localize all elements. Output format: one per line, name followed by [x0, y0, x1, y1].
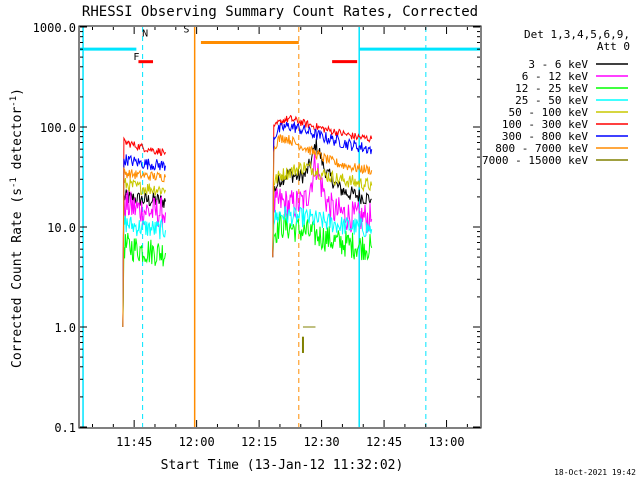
x-tick-label: 13:00: [428, 435, 464, 449]
series-25-50-kev-segment-0: [122, 215, 166, 328]
plot-area: F N S: [80, 25, 480, 427]
series-12-25-kev-segment-0: [122, 233, 166, 328]
series-100-300-kev-segment-0: [122, 136, 166, 328]
legend-header-detectors: Det 1,3,4,5,6,9,: [524, 28, 630, 41]
series-12-25-kev-segment-1: [272, 212, 373, 261]
series-300-800-kev-segment-0: [122, 154, 166, 328]
y-axis-label-main: Corrected Count Rate (s: [10, 188, 25, 368]
y-axis-label-end: ): [10, 88, 25, 96]
series-300-800-kev-segment-1: [272, 120, 373, 258]
y-tick-label: 10.0: [47, 221, 76, 235]
x-tick-label: 12:45: [366, 435, 402, 449]
series-3-6-kev-segment-0: [122, 189, 166, 328]
legend-label-25-50-kev: 25 - 50 keV: [515, 94, 588, 107]
x-tick-label: 12:30: [304, 435, 340, 449]
y-tick-label: 100.0: [40, 121, 76, 135]
saa-flag-label: S: [183, 25, 189, 36]
series-25-50-kev-segment-1: [272, 206, 373, 258]
y-tick-label: 0.1: [54, 421, 76, 435]
x-axis-label: Start Time (13-Jan-12 11:32:02): [161, 458, 404, 473]
series-800-7000-kev-segment-1: [272, 133, 373, 258]
series-800-7000-kev-segment-0: [122, 166, 166, 328]
footer-timestamp: 18-Oct-2021 19:42: [554, 468, 636, 477]
series-50-100-kev-segment-0: [122, 178, 166, 328]
y-axis-label-exp2: -1: [9, 96, 19, 107]
legend-header-attenuator: Att 0: [597, 40, 630, 53]
y-tick-label: 1000.0: [33, 21, 76, 35]
flare-flag-label: F: [133, 52, 139, 63]
night-flag-label: N: [142, 29, 148, 40]
legend-label-800-7000-kev: 800 - 7000 keV: [495, 142, 588, 155]
chart-title: RHESSI Observing Summary Count Rates, Co…: [82, 4, 478, 20]
legend-label-7000-15000-kev: 7000 - 15000 keV: [482, 154, 588, 167]
legend-label-300-800-kev: 300 - 800 keV: [502, 130, 588, 143]
legend-label-50-100-kev: 50 - 100 keV: [509, 106, 589, 119]
y-tick-label: 1.0: [54, 321, 76, 335]
legend-label-3-6-kev: 3 - 6 keV: [528, 58, 588, 71]
x-tick-label: 11:45: [116, 435, 152, 449]
legend-label-6-12-kev: 6 - 12 keV: [522, 70, 589, 83]
y-axis-label: Corrected Count Rate (s-1 detector-1): [9, 88, 25, 368]
legend-label-100-300-kev: 100 - 300 keV: [502, 118, 588, 131]
y-axis-label-mid: detector: [10, 107, 25, 178]
x-tick-label: 12:15: [241, 435, 277, 449]
series-50-100-kev-segment-1: [272, 161, 373, 258]
series-100-300-kev-segment-1: [272, 114, 373, 258]
plot-frame: [78, 25, 482, 429]
axes: 1000.0 100.0 10.0 1.0 0.1 11:45 12:00 12:15 12:3…: [33, 21, 480, 449]
y-axis-label-exp: -1: [9, 177, 19, 188]
x-tick-label: 12:00: [179, 435, 215, 449]
legend-label-12-25-kev: 12 - 25 keV: [515, 82, 588, 95]
